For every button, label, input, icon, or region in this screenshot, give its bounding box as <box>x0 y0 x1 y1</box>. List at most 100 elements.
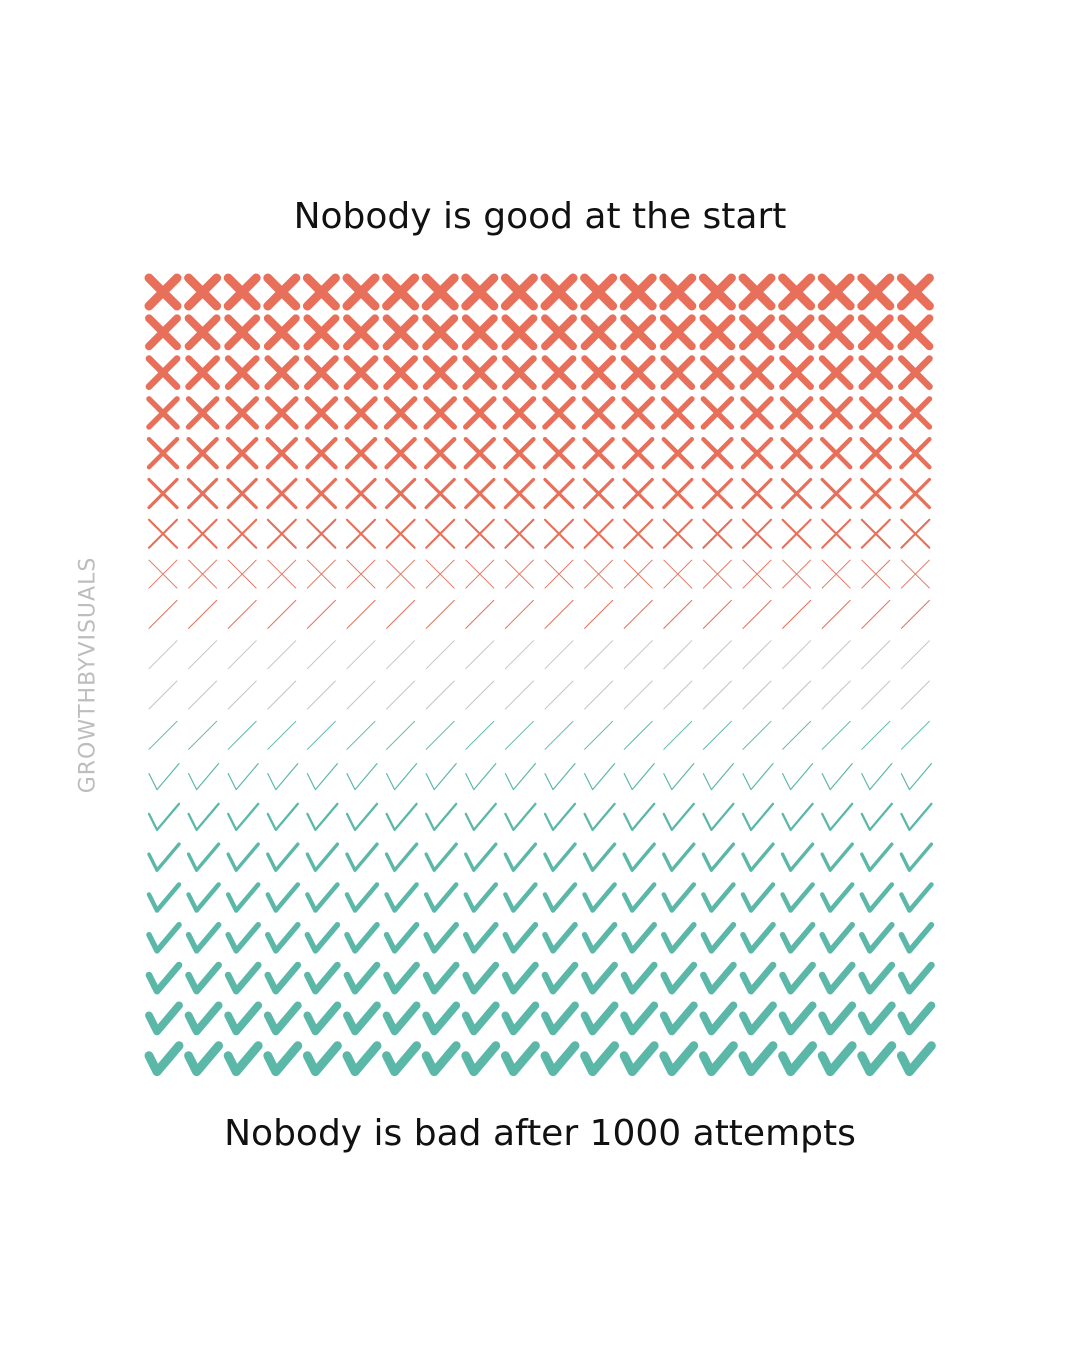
check-mark <box>778 1041 818 1077</box>
check-mark <box>740 882 776 913</box>
check-mark <box>465 763 497 791</box>
cross-mark <box>857 314 894 351</box>
check-mark <box>345 802 379 832</box>
slash-mark <box>821 720 851 750</box>
slash-mark <box>267 720 297 750</box>
cross-mark <box>742 559 772 589</box>
check-mark <box>818 1001 857 1036</box>
check-mark <box>741 802 775 832</box>
cross-mark <box>818 355 854 390</box>
check-mark <box>145 1001 183 1036</box>
check-mark <box>146 882 182 913</box>
slash-mark <box>663 720 693 750</box>
slash-mark <box>900 720 930 750</box>
cross-mark <box>306 559 336 589</box>
check-mark <box>384 842 419 872</box>
cross-mark <box>263 273 301 311</box>
slash-mark <box>702 599 732 629</box>
cross-mark <box>818 314 855 351</box>
cross-mark <box>741 518 773 549</box>
cross-mark <box>147 477 179 510</box>
cross-mark <box>226 437 259 470</box>
cross-mark <box>382 314 419 351</box>
cross-mark <box>858 355 894 390</box>
check-mark <box>739 961 777 995</box>
slash-mark <box>584 599 614 629</box>
check-mark <box>186 882 221 913</box>
check-mark <box>817 1041 857 1077</box>
cross-mark <box>663 559 693 589</box>
check-mark <box>780 842 815 872</box>
cross-mark <box>422 355 458 390</box>
check-mark <box>342 1041 382 1077</box>
slash-mark <box>900 640 930 670</box>
cross-mark <box>421 273 459 311</box>
cross-mark <box>147 518 179 549</box>
cross-mark <box>817 273 855 311</box>
slash-mark <box>584 640 614 670</box>
slash-mark <box>742 599 772 629</box>
check-mark <box>304 961 341 995</box>
check-mark <box>304 922 341 954</box>
check-mark <box>187 802 220 832</box>
check-mark <box>544 763 576 791</box>
cross-mark <box>186 437 219 470</box>
cross-mark <box>857 273 895 311</box>
check-mark <box>821 802 854 832</box>
slash-mark <box>623 720 653 750</box>
check-mark <box>742 763 774 791</box>
cross-mark <box>148 559 178 589</box>
slash-mark <box>227 599 257 629</box>
cross-mark <box>702 518 733 549</box>
slash-mark <box>386 720 416 750</box>
check-mark <box>464 842 498 872</box>
check-mark <box>464 802 497 832</box>
cross-mark <box>542 437 576 470</box>
cross-mark <box>898 396 933 430</box>
check-mark <box>859 922 895 954</box>
cross-mark <box>821 559 851 589</box>
check-mark <box>741 842 775 872</box>
cross-mark <box>580 314 617 351</box>
slash-mark <box>148 640 178 670</box>
cross-mark <box>501 314 538 351</box>
cross-mark <box>345 477 377 510</box>
cross-mark <box>423 396 457 430</box>
slash-mark <box>346 599 376 629</box>
cross-mark <box>541 355 577 390</box>
cross-mark <box>581 355 616 390</box>
cross-mark <box>227 518 258 549</box>
cross-mark <box>226 477 258 510</box>
cross-mark <box>900 559 930 589</box>
slash-mark <box>504 680 534 710</box>
check-mark <box>264 961 302 995</box>
check-mark <box>144 1041 184 1077</box>
cross-mark <box>778 273 816 311</box>
check-mark <box>185 922 222 954</box>
check-mark <box>501 1001 540 1036</box>
slash-mark <box>346 640 376 670</box>
check-mark <box>504 802 537 832</box>
cross-mark <box>623 518 654 549</box>
check-mark <box>623 763 655 791</box>
cross-mark <box>779 396 814 430</box>
cross-mark <box>739 314 775 351</box>
cross-mark <box>779 355 814 390</box>
cross-mark <box>780 477 813 510</box>
check-mark <box>782 763 814 791</box>
check-mark <box>778 1001 817 1036</box>
cross-mark <box>860 518 891 549</box>
cross-mark <box>739 355 775 390</box>
cross-mark <box>463 437 496 470</box>
check-mark <box>702 802 735 832</box>
check-mark <box>622 842 656 872</box>
check-mark <box>818 961 856 995</box>
cross-mark <box>700 396 735 430</box>
slash-mark <box>306 599 336 629</box>
check-mark <box>897 1001 936 1036</box>
cross-mark <box>266 477 298 510</box>
cross-mark <box>899 477 932 510</box>
check-mark <box>621 882 657 913</box>
check-mark <box>581 922 618 954</box>
cross-mark <box>859 396 893 430</box>
